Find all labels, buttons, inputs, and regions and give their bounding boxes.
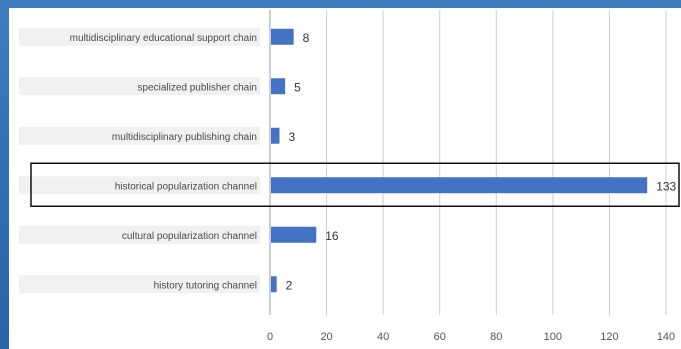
data-label: 2 <box>286 278 293 292</box>
category-label-background <box>19 275 260 294</box>
bar <box>271 127 280 144</box>
category-label-background <box>19 176 260 195</box>
x-tick-label: 80 <box>490 331 502 343</box>
highlight <box>30 162 680 207</box>
bar <box>271 78 286 95</box>
chart-frame: multidisciplinary educational support ch… <box>9 8 681 349</box>
category-label: multidisciplinary educational support ch… <box>70 33 257 44</box>
x-tick-label: 100 <box>544 331 562 343</box>
horizontal-bar-chart: multidisciplinary educational support ch… <box>19 10 680 343</box>
category-label: multidisciplinary publishing chain <box>112 132 257 143</box>
category-label: specialized publisher chain <box>137 82 257 93</box>
data-label: 3 <box>288 130 295 144</box>
category-label: cultural popularization channel <box>122 231 257 242</box>
data-labels: 8 5 3 133 16 2 <box>286 31 677 293</box>
bars <box>271 28 648 293</box>
category-label: historical popularization channel <box>115 181 257 192</box>
x-tick-label: 140 <box>657 331 675 343</box>
category-label-background <box>19 27 260 46</box>
data-label: 5 <box>294 80 301 94</box>
category-label-background <box>19 225 260 244</box>
x-tick-label: 60 <box>434 331 446 343</box>
bar <box>271 28 294 45</box>
data-label: 16 <box>325 229 339 243</box>
highlight-box <box>30 162 680 207</box>
data-label: 8 <box>303 31 310 45</box>
category-label-background <box>19 77 260 96</box>
category-label: history tutoring channel <box>154 280 257 291</box>
bar <box>271 177 648 194</box>
x-axis-ticks: 0 20 40 60 80 100 120 140 <box>267 331 675 343</box>
data-label: 133 <box>656 179 676 193</box>
category-labels: multidisciplinary educational support ch… <box>19 27 260 294</box>
x-tick-label: 20 <box>320 331 332 343</box>
x-tick-label: 40 <box>377 331 389 343</box>
x-tick-label: 120 <box>600 331 618 343</box>
x-tick-label: 0 <box>267 331 273 343</box>
bar <box>271 276 277 293</box>
category-label-background <box>19 126 260 145</box>
bar <box>271 226 317 243</box>
